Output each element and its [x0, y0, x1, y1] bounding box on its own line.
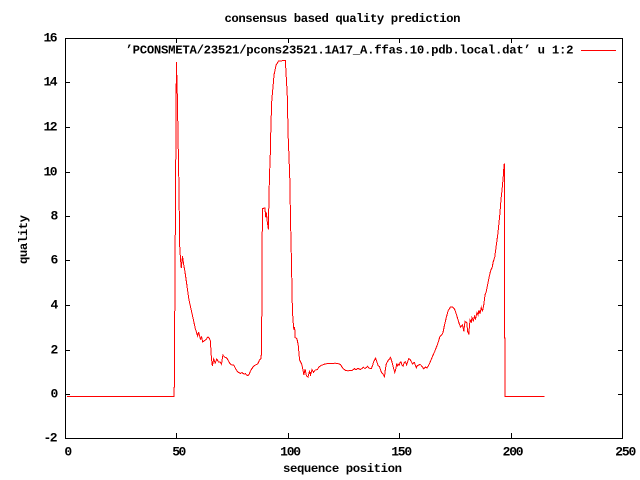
svg-text:200: 200: [503, 445, 524, 460]
svg-text:100: 100: [280, 445, 301, 460]
svg-text:50: 50: [172, 445, 186, 460]
svg-text:’PCONSMETA/23521/pcons23521.1A: ’PCONSMETA/23521/pcons23521.1A17_A.ffas.…: [126, 44, 574, 58]
svg-text:0: 0: [64, 445, 72, 460]
svg-text:250: 250: [615, 445, 636, 460]
svg-text:10: 10: [44, 165, 58, 180]
svg-text:sequence position: sequence position: [283, 462, 402, 476]
svg-text:150: 150: [391, 445, 412, 460]
svg-text:14: 14: [44, 75, 58, 90]
svg-text:quality: quality: [17, 214, 31, 264]
svg-text:0: 0: [51, 387, 59, 402]
svg-text:16: 16: [44, 31, 58, 46]
svg-text:4: 4: [51, 298, 59, 313]
svg-text:2: 2: [51, 343, 59, 358]
svg-text:6: 6: [51, 253, 59, 268]
svg-text:12: 12: [44, 120, 58, 135]
svg-text:8: 8: [51, 209, 59, 224]
svg-text:consensus based quality predic: consensus based quality prediction: [225, 12, 461, 26]
svg-text:-2: -2: [44, 431, 58, 446]
